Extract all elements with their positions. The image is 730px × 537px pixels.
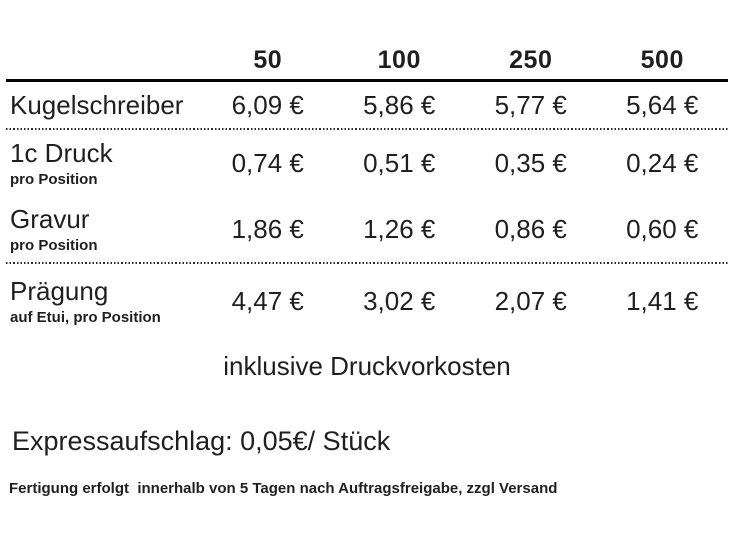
price-cell: 0,86 €: [494, 213, 567, 244]
row-sublabel: pro Position: [10, 170, 98, 188]
row-label: Kugelschreiber: [10, 90, 184, 120]
row-label: 1c Druck: [10, 137, 113, 168]
table-header-row: 50 100 250 500: [6, 46, 728, 82]
column-header-qty-500: 500: [640, 46, 684, 74]
price-cell: 0,35 €: [494, 147, 567, 178]
row-sublabel: pro Position: [10, 236, 98, 254]
price-cell: 5,86 €: [363, 89, 436, 120]
express-surcharge-note: Expressaufschlag: 0,05€/ Stück: [12, 426, 391, 456]
row-label: Prägung: [10, 275, 109, 306]
price-cell: 1,41 €: [626, 285, 699, 316]
price-cell: 2,07 €: [494, 285, 567, 316]
price-cell: 4,47 €: [231, 285, 304, 316]
column-header-qty-250: 250: [509, 46, 553, 74]
table-row-1c-druck: 1c Druck pro Position 0,74 € 0,51 € 0,35…: [6, 130, 728, 196]
row-label: Gravur: [10, 203, 90, 234]
table-row-praegung: Prägung auf Etui, pro Position 4,47 € 3,…: [6, 264, 728, 338]
table-row-kugelschreiber: Kugelschreiber 6,09 € 5,86 € 5,77 € 5,64…: [6, 82, 728, 128]
table-row-gravur: Gravur pro Position 1,86 € 1,26 € 0,86 €…: [6, 196, 728, 262]
price-cell: 0,51 €: [363, 147, 436, 178]
dotted-divider: [6, 262, 728, 264]
row-label-cell: 1c Druck pro Position: [6, 138, 202, 189]
production-time-note: Fertigung erfolgt innerhalb von 5 Tagen …: [9, 480, 558, 497]
row-sublabel: auf Etui, pro Position: [10, 308, 161, 326]
row-label-cell: Gravur pro Position: [6, 204, 202, 255]
price-cell: 0,74 €: [231, 147, 304, 178]
column-header-qty-100: 100: [377, 46, 421, 74]
druckvorkosten-note: inklusive Druckvorkosten: [223, 351, 511, 381]
price-cell: 5,77 €: [494, 89, 567, 120]
dotted-divider: [6, 128, 728, 130]
price-table: 50 100 250 500 Kugelschreiber 6,09 € 5,8…: [6, 46, 728, 338]
row-label-cell: Prägung auf Etui, pro Position: [6, 276, 202, 327]
row-label-cell: Kugelschreiber: [6, 90, 202, 120]
price-cell: 3,02 €: [363, 285, 436, 316]
column-header-qty-50: 50: [253, 46, 283, 74]
price-cell: 6,09 €: [231, 89, 304, 120]
price-cell: 1,26 €: [363, 213, 436, 244]
price-cell: 1,86 €: [231, 213, 304, 244]
price-cell: 0,60 €: [626, 213, 699, 244]
price-cell: 0,24 €: [626, 147, 699, 178]
price-cell: 5,64 €: [626, 89, 699, 120]
